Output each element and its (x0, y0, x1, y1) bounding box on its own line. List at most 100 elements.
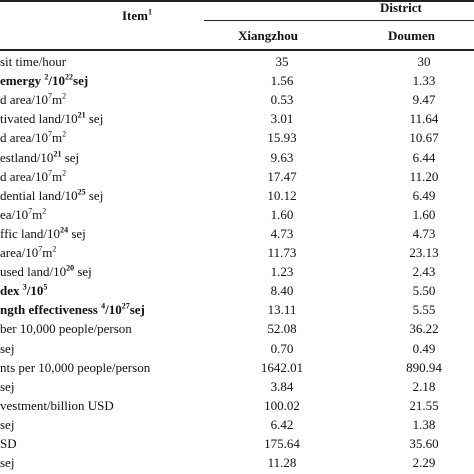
doumen-value: 23.13 (409, 245, 439, 260)
doumen-value: 1.60 (412, 206, 436, 222)
table-row: vestment/billion USD 100.02 21.55 (0, 396, 474, 415)
doumen-value: 35.60 (409, 436, 439, 451)
label-text: /10 (26, 283, 44, 299)
table-row: area/107m2 11.73 23.13 (0, 243, 474, 262)
row-label: tivated land/1021 sej (0, 109, 103, 128)
doumen-value: 1.33 (412, 73, 436, 89)
label-text: m (52, 130, 63, 146)
row-label: ngth effectiveness 4/1027sej (0, 300, 145, 319)
doumen-value: 21.55 (409, 397, 439, 413)
doumen-value: 9.47 (412, 92, 436, 108)
header-bottom-rule (0, 49, 474, 51)
label-text: sej (0, 416, 15, 432)
table-row: sej 3.84 2.18 (0, 377, 474, 396)
table-row: d area/107m2 0.53 9.47 (0, 90, 474, 109)
xiangzhou-value: 11.73 (267, 245, 297, 260)
row-label: d area/107m2 (0, 128, 66, 147)
label-text: m (32, 206, 43, 222)
doumen-value: 11.20 (409, 168, 439, 184)
label-text: sej (0, 378, 15, 394)
label-text: sit time/hour (0, 54, 67, 69)
doumen-value: 2.18 (412, 378, 436, 394)
label-superscript: 27 (121, 301, 130, 311)
xiangzhou-value: 52.08 (267, 321, 297, 337)
table-row: used land/1020 sej 1.23 2.43 (0, 262, 474, 281)
table-row: dex 3/105 8.40 5.50 (0, 281, 474, 300)
label-text: estland/10 (0, 149, 54, 165)
doumen-value: 36.22 (409, 321, 439, 337)
doumen-value: 2.43 (412, 264, 436, 280)
label-superscript: 7 (48, 91, 53, 101)
label-superscript: 7 (38, 244, 43, 254)
xiangzhou-column-header: Xiangzhou (238, 28, 298, 43)
row-label: ffic land/1024 sej (0, 224, 86, 243)
label-text: ffic land/10 (0, 225, 61, 241)
row-label: sit time/hour (0, 52, 66, 71)
table-row: ea/107m2 1.60 1.60 (0, 205, 474, 224)
item-header-text: Item (122, 8, 148, 23)
item-header-footnote: 1 (148, 7, 152, 17)
row-label: sej (0, 453, 14, 472)
district-underline (204, 20, 474, 21)
label-superscript: 21 (77, 110, 86, 120)
table-row: ffic land/1024 sej 4.73 4.73 (0, 224, 474, 243)
label-text: ber 10,000 people/person (0, 321, 132, 337)
item-column-header: Item1 (122, 8, 152, 24)
table-row: dential land/1025 sej 10.12 6.49 (0, 186, 474, 205)
label-text: sej (85, 111, 104, 127)
xiangzhou-value: 0.53 (270, 92, 294, 108)
label-superscript: 2 (62, 168, 67, 178)
doumen-value: 2.29 (412, 455, 436, 471)
table-row: sej 11.28 2.29 (0, 453, 474, 472)
label-text: sej (73, 73, 89, 89)
xiangzhou-value: 9.63 (270, 149, 294, 165)
xiangzhou-value: 8.40 (270, 283, 294, 299)
table-row: ngth effectiveness 4/1027sej 13.11 5.55 (0, 300, 474, 319)
doumen-value: 5.55 (412, 302, 436, 318)
table-top-rule (0, 0, 474, 2)
table-row: d area/107m2 15.93 10.67 (0, 128, 474, 147)
label-superscript: 3 (22, 282, 27, 292)
label-superscript: 4 (101, 301, 106, 311)
row-label: sej (0, 377, 14, 396)
table-row: nts per 10,000 people/person 1642.01 890.9… (0, 358, 474, 377)
label-text: ea/10 (0, 206, 29, 222)
label-text: nts per 10,000 people/person (0, 359, 151, 375)
xiangzhou-value: 3.84 (270, 378, 294, 394)
label-text: sej (61, 149, 80, 165)
row-label: dex 3/105 (0, 281, 47, 300)
label-text: ngth effectiveness (0, 302, 102, 318)
label-text: area/10 (0, 245, 39, 260)
row-label: area/107m2 (0, 243, 56, 262)
xiangzhou-value: 100.02 (264, 397, 300, 413)
doumen-column-header: Doumen (388, 28, 435, 43)
label-text: d area/10 (0, 92, 49, 108)
row-label: nts per 10,000 people/person (0, 358, 150, 377)
label-text: dex (0, 283, 23, 299)
row-label: vestment/billion USD (0, 396, 114, 415)
row-label: d area/107m2 (0, 167, 66, 186)
table-row: SD 175.64 35.60 (0, 434, 474, 453)
label-superscript: 7 (48, 130, 53, 140)
row-label: SD (0, 434, 17, 453)
label-superscript: 7 (28, 206, 33, 216)
label-text: m (52, 168, 63, 184)
label-superscript: 2 (62, 91, 67, 101)
label-text: sej (0, 455, 15, 471)
doumen-value: 11.64 (409, 111, 439, 127)
table-row: estland/1021 sej 9.63 6.44 (0, 148, 474, 167)
label-superscript: 20 (66, 263, 75, 273)
row-label: ea/107m2 (0, 205, 46, 224)
xiangzhou-value: 1.56 (270, 73, 294, 89)
label-superscript: 21 (53, 149, 62, 159)
label-text: m (42, 245, 53, 260)
label-superscript: 2 (62, 130, 67, 140)
label-text: sej (74, 264, 92, 280)
xiangzhou-value: 175.64 (264, 436, 300, 451)
table-row: sit time/hour 35 30 (0, 52, 474, 71)
row-label: ber 10,000 people/person (0, 319, 132, 338)
xiangzhou-value: 35 (275, 54, 289, 69)
xiangzhou-value: 11.28 (267, 455, 297, 471)
label-text: d area/10 (0, 168, 49, 184)
xiangzhou-value: 17.47 (267, 168, 297, 184)
